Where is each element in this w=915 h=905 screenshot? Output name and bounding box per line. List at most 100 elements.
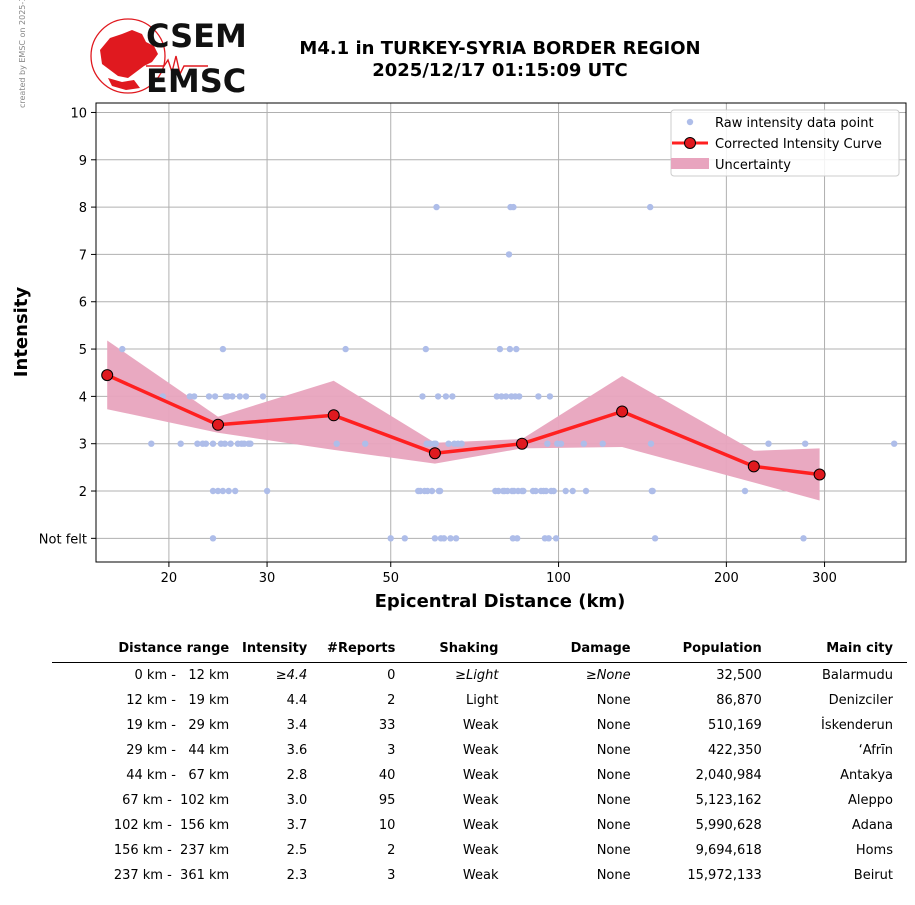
cell-intensity: 3.6: [286, 743, 308, 758]
raw-point: [194, 440, 201, 447]
cell-shaking: Weak: [462, 743, 499, 758]
cell-reports: 33: [378, 718, 396, 733]
x-tick-label: 100: [546, 571, 571, 586]
cell-damage: None: [596, 818, 631, 833]
cell-distance-range: 102 km - 156 km: [113, 818, 230, 833]
logo-bottom-text: EMSC: [146, 62, 246, 98]
raw-point: [259, 393, 267, 400]
raw-point: [765, 440, 772, 447]
raw-point: [562, 487, 569, 495]
cell-distance-range: 0 km - 12 km: [134, 668, 230, 683]
header-shaking: Shaking: [395, 638, 499, 663]
cell-intensity: 3.7: [286, 818, 308, 833]
raw-point: [532, 487, 539, 495]
raw-point: [211, 393, 219, 400]
cell-reports: 3: [387, 868, 396, 883]
cell-distance-range: 12 km - 19 km: [126, 693, 230, 708]
curve-point: [813, 468, 826, 481]
raw-point: [225, 487, 232, 495]
legend-curve-label: Corrected Intensity Curve: [715, 137, 882, 152]
raw-point: [362, 440, 369, 447]
x-tick-label: 30: [259, 571, 276, 586]
raw-point: [241, 440, 248, 447]
raw-point: [428, 487, 436, 495]
raw-point: [247, 440, 254, 447]
raw-point: [510, 203, 517, 211]
raw-point: [236, 393, 243, 400]
y-tick-label: 5: [79, 343, 87, 358]
cell-reports: 10: [378, 818, 396, 833]
curve-point: [212, 418, 224, 431]
raw-point: [802, 440, 809, 447]
raw-point: [224, 393, 231, 400]
intensity-table: Distance range Intensity #Reports Shakin…: [52, 638, 907, 888]
title-line-1: M4.1 in TURKEY-SYRIA BORDER REGION: [299, 38, 701, 59]
y-tick-label: Not felt: [39, 532, 87, 547]
header-damage: Damage: [498, 638, 631, 663]
raw-point: [550, 487, 557, 495]
cell-damage: None: [596, 793, 631, 808]
cell-reports: 0: [387, 668, 396, 683]
cell-distance-range: 67 km - 102 km: [122, 793, 230, 808]
x-axis-label: Epicentral Distance (km): [375, 591, 626, 612]
raw-point: [219, 345, 227, 353]
cell-population: 5,123,162: [695, 793, 762, 808]
raw-point: [599, 440, 606, 447]
cell-population: 86,870: [716, 693, 762, 708]
cell-intensity: ≥4.4: [275, 668, 308, 683]
cell-main-city: Antakya: [840, 768, 893, 783]
x-tick-label: 200: [714, 571, 739, 586]
cell-distance-range: 44 km - 67 km: [126, 768, 230, 783]
raw-point: [205, 393, 213, 400]
raw-point: [741, 487, 749, 495]
raw-point: [229, 393, 236, 400]
cell-reports: 2: [387, 843, 396, 858]
raw-point: [209, 487, 217, 495]
cell-main-city: ‘Afrīn: [858, 743, 893, 758]
emsc-logo: CSEM EMSC: [90, 17, 247, 98]
raw-point: [649, 487, 656, 495]
header-intensity: Intensity: [229, 638, 308, 663]
cell-reports: 95: [378, 793, 396, 808]
raw-point: [493, 393, 500, 400]
raw-point: [442, 393, 450, 400]
cell-distance-range: 29 km - 44 km: [126, 743, 230, 758]
raw-point: [186, 393, 193, 400]
cell-shaking: Weak: [462, 818, 499, 833]
cell-shaking: Weak: [462, 843, 499, 858]
raw-point: [580, 440, 587, 447]
cell-population: 9,694,618: [695, 843, 762, 858]
raw-point: [209, 440, 217, 447]
y-tick-label: 2: [79, 485, 87, 500]
curve-point: [101, 369, 114, 382]
raw-point: [202, 440, 210, 447]
table-row: 0 km - 12 km ≥4.4 0 ≥Light ≥None 32,500 Balarm…: [52, 663, 907, 689]
raw-point: [557, 440, 565, 447]
raw-point: [221, 440, 229, 447]
curve-point: [747, 460, 760, 473]
curve-point: [428, 447, 441, 460]
cell-main-city: Aleppo: [848, 793, 893, 808]
raw-point: [436, 487, 444, 495]
cell-population: 422,350: [708, 743, 762, 758]
curve-point: [516, 437, 528, 450]
raw-point: [506, 345, 514, 353]
table-row: 44 km - 67 km 2.8 40 Weak None 2,040,984 Antak…: [52, 763, 907, 788]
plot-frame: [95, 102, 907, 563]
raw-point: [227, 440, 234, 447]
raw-point: [433, 203, 440, 211]
cell-main-city: Denizciler: [828, 693, 893, 708]
raw-point: [209, 535, 217, 542]
raw-point: [514, 535, 521, 542]
cell-shaking: Weak: [462, 868, 499, 883]
raw-point: [445, 440, 452, 447]
cell-shaking: ≥Light: [455, 668, 499, 683]
raw-point: [505, 251, 513, 258]
raw-point: [504, 487, 511, 495]
cell-distance-range: 237 km - 361 km: [113, 868, 230, 883]
cell-intensity: 3.4: [286, 718, 308, 733]
table-row: 102 km - 156 km 3.7 10 Weak None 5,990,628 Ada…: [52, 813, 907, 838]
legend-curve-marker: [684, 137, 696, 149]
cell-population: 510,169: [708, 718, 762, 733]
raw-point: [422, 345, 429, 353]
